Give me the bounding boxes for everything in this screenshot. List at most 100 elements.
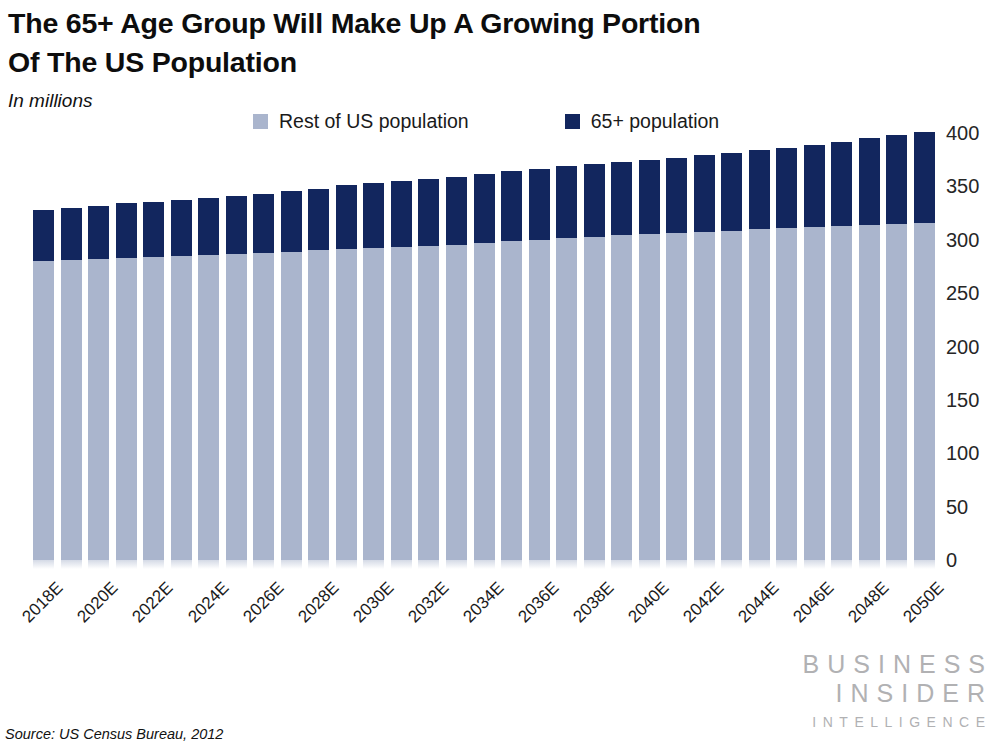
- bar-reflection: [253, 560, 274, 569]
- chart-title: The 65+ Age Group Will Make Up A Growing…: [8, 4, 858, 82]
- bar-reflection: [308, 560, 329, 569]
- bar-segment-rest: [721, 231, 742, 560]
- bar-segment-65plus: [391, 181, 412, 247]
- bar-reflection: [749, 560, 770, 569]
- bar-2027E: [281, 191, 302, 560]
- bar-2038E: [584, 164, 605, 560]
- bar-reflection: [529, 560, 550, 569]
- y-tick-100: 100: [946, 441, 979, 465]
- bar-2048E: [859, 138, 880, 560]
- bar-segment-65plus: [749, 150, 770, 229]
- bar-reflection: [336, 560, 357, 569]
- x-tick-2050E: 2050E: [900, 578, 949, 627]
- bar-reflection: [171, 560, 192, 569]
- bar-2021E: [116, 203, 137, 560]
- bar-segment-65plus: [116, 203, 137, 257]
- bar-segment-65plus: [914, 132, 935, 223]
- bar-segment-rest: [529, 240, 550, 560]
- bar-segment-65plus: [253, 194, 274, 253]
- bar-reflection: [611, 560, 632, 569]
- bar-segment-65plus: [308, 189, 329, 251]
- bar-segment-65plus: [859, 138, 880, 224]
- bar-segment-rest: [363, 248, 384, 560]
- bar-2025E: [226, 196, 247, 560]
- bar-segment-rest: [116, 258, 137, 560]
- bar-2030E: [363, 183, 384, 560]
- bar-reflection: [116, 560, 137, 569]
- bar-segment-65plus: [474, 174, 495, 243]
- bar-segment-rest: [694, 232, 715, 560]
- bar-segment-65plus: [226, 196, 247, 254]
- chart-title-line2: Of The US Population: [8, 43, 858, 82]
- bar-reflection: [33, 560, 54, 569]
- bar-segment-rest: [804, 227, 825, 560]
- bar-2028E: [308, 189, 329, 560]
- bar-reflection: [859, 560, 880, 569]
- bar-segment-65plus: [501, 171, 522, 240]
- x-tick-2046E: 2046E: [790, 578, 839, 627]
- legend-item-senior-population: 65+ population: [565, 110, 720, 133]
- bar-reflection: [391, 560, 412, 569]
- y-tick-50: 50: [946, 495, 968, 519]
- bar-2020E: [88, 206, 109, 560]
- bar-segment-rest: [33, 261, 54, 560]
- y-tick-350: 350: [946, 174, 979, 198]
- x-tick-2034E: 2034E: [459, 578, 508, 627]
- bar-2040E: [639, 160, 660, 560]
- bar-segment-65plus: [33, 210, 54, 261]
- x-tick-2022E: 2022E: [129, 578, 178, 627]
- bar-segment-rest: [253, 253, 274, 560]
- bar-reflection: [721, 560, 742, 569]
- bar-segment-65plus: [721, 153, 742, 231]
- logo-line-intelligence: INTELLIGENCE: [803, 712, 992, 732]
- bar-segment-rest: [556, 238, 577, 560]
- bar-segment-65plus: [198, 198, 219, 255]
- legend-label-rest-population: Rest of US population: [279, 110, 469, 133]
- x-tick-2042E: 2042E: [679, 578, 728, 627]
- y-tick-150: 150: [946, 388, 979, 412]
- bar-2049E: [886, 135, 907, 560]
- bar-2026E: [253, 194, 274, 560]
- bar-segment-rest: [281, 252, 302, 561]
- bar-segment-65plus: [611, 162, 632, 236]
- logo-line-business: BUSINESS: [803, 650, 993, 679]
- x-tick-2026E: 2026E: [239, 578, 288, 627]
- bar-segment-rest: [666, 233, 687, 560]
- bar-segment-rest: [886, 224, 907, 560]
- bar-2034E: [474, 174, 495, 560]
- bar-segment-rest: [88, 259, 109, 560]
- x-tick-2038E: 2038E: [569, 578, 618, 627]
- bar-segment-65plus: [556, 166, 577, 238]
- chart-subtitle: In millions: [8, 90, 92, 112]
- bar-reflection: [804, 560, 825, 569]
- bar-segment-65plus: [88, 206, 109, 259]
- y-tick-400: 400: [946, 121, 979, 145]
- bar-2041E: [666, 158, 687, 560]
- bar-reflection: [226, 560, 247, 569]
- bar-segment-rest: [308, 250, 329, 560]
- bar-segment-65plus: [886, 135, 907, 224]
- bar-reflection: [198, 560, 219, 569]
- business-insider-intelligence-logo: BUSINESS INSIDER INTELLIGENCE: [803, 650, 985, 732]
- bar-segment-rest: [143, 257, 164, 560]
- bar-reflection: [556, 560, 577, 569]
- bar-reflection: [281, 560, 302, 569]
- bar-2043E: [721, 153, 742, 560]
- bar-segment-rest: [584, 237, 605, 560]
- x-tick-2040E: 2040E: [624, 578, 673, 627]
- bar-reflection: [914, 560, 935, 569]
- bar-2032E: [418, 179, 439, 560]
- x-tick-2032E: 2032E: [404, 578, 453, 627]
- legend-swatch-rest-population-icon: [253, 114, 268, 129]
- bar-segment-rest: [914, 223, 935, 560]
- x-tick-2024E: 2024E: [184, 578, 233, 627]
- bar-segment-65plus: [804, 145, 825, 227]
- bar-reflection: [886, 560, 907, 569]
- chart-legend: Rest of US population 65+ population: [253, 110, 719, 133]
- bar-reflection: [61, 560, 82, 569]
- bar-2039E: [611, 162, 632, 560]
- plot-area: [33, 133, 935, 560]
- x-tick-2020E: 2020E: [74, 578, 123, 627]
- bar-2022E: [143, 202, 164, 560]
- bar-segment-65plus: [694, 155, 715, 232]
